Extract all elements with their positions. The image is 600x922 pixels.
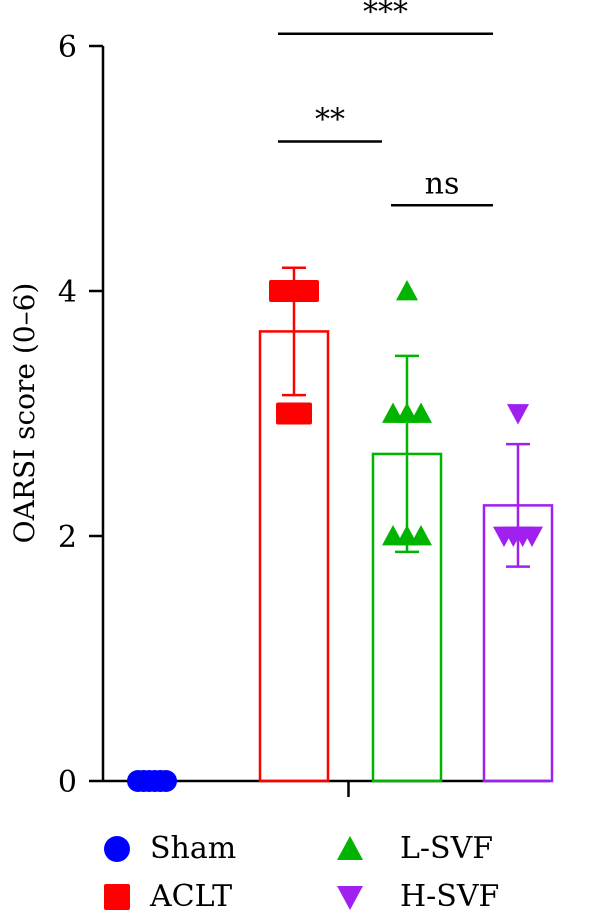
- legend-marker-l-svf: [337, 836, 363, 861]
- legend: Sham ACLT L-SVF H-SVF: [104, 831, 499, 914]
- axes: 0 2 4 6: [58, 30, 550, 800]
- point-l-svf: [396, 402, 418, 423]
- sig-label: ns: [425, 166, 460, 201]
- point-l-svf: [382, 525, 404, 546]
- legend-marker-sham: [104, 836, 130, 862]
- sig-label: ***: [363, 0, 408, 30]
- point-h-svf: [507, 404, 529, 425]
- point-l-svf: [396, 525, 418, 546]
- legend-marker-aclt: [104, 884, 130, 910]
- point-l-svf: [382, 402, 404, 423]
- point-aclt: [290, 402, 312, 425]
- y-tick-label: 6: [58, 30, 77, 65]
- point-sham: [155, 770, 177, 792]
- legend-marker-h-svf: [337, 885, 363, 910]
- legend-label-h-svf: H-SVF: [400, 879, 499, 914]
- data-points: [127, 280, 543, 792]
- y-tick-label: 4: [58, 275, 77, 310]
- bar-aclt: [258, 330, 330, 783]
- y-tick-label: 0: [58, 765, 77, 800]
- sig-label: **: [315, 103, 345, 138]
- point-l-svf: [410, 402, 432, 423]
- significance-brackets: *****ns: [278, 0, 493, 207]
- bars: [258, 266, 554, 783]
- point-l-svf: [410, 525, 432, 546]
- legend-label-aclt: ACLT: [149, 879, 232, 914]
- y-tick-label: 2: [58, 520, 77, 555]
- point-h-svf: [521, 526, 543, 547]
- legend-label-l-svf: L-SVF: [400, 831, 493, 866]
- point-l-svf: [396, 280, 418, 301]
- legend-label-sham: Sham: [150, 831, 236, 866]
- point-aclt: [297, 280, 319, 302]
- y-axis-label: OARSI score (0–6): [8, 283, 41, 544]
